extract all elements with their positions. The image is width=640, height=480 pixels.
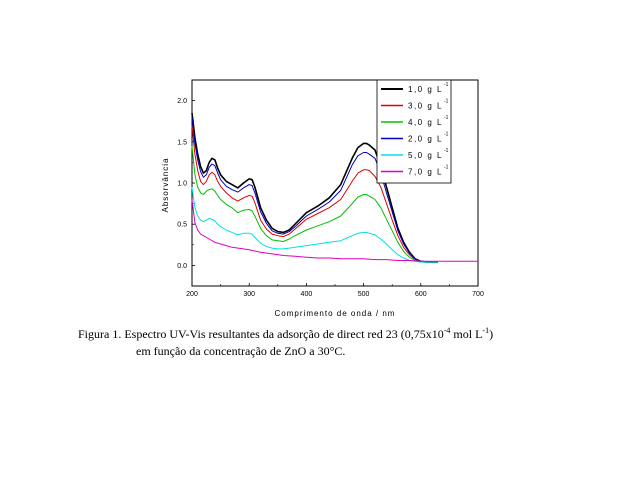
legend-label-5: 5,0 g L (408, 151, 443, 160)
series-line-1 (191, 112, 438, 263)
legend: 1,0 g L -13,0 g L -14,0 g L -12,0 g L -15,0 … (376, 79, 452, 184)
y-tick-label: 2.0 (177, 98, 187, 105)
legend-label-1: 1,0 g L (408, 85, 443, 94)
plot-area: 200 300 400 500 600 700 0.0 0.5 1.0 1.5 2.0 (177, 79, 484, 298)
caption-line1: Figura 1. Espectro UV-Vis resultantes da… (78, 326, 494, 341)
x-tick-label: 700 (472, 291, 484, 298)
legend-sup-5: -1 (444, 148, 449, 154)
legend-label-2: 3,0 g L (408, 102, 443, 111)
caption-line2: em função da concentração de ZnO a 30°C. (136, 344, 346, 358)
x-tick-label: 200 (186, 291, 198, 298)
y-tick-label: 0.5 (177, 222, 187, 229)
series-line-5 (191, 187, 438, 263)
figure-caption: Figura 1. Espectro UV-Vis resultantes da… (78, 322, 598, 360)
legend-label-6: 7,0 g L (408, 168, 443, 177)
legend-sup-3: -1 (444, 115, 449, 121)
legend-label-4: 2,0 g L (408, 135, 443, 144)
series-line-3 (191, 145, 438, 263)
series-line-2 (191, 125, 438, 263)
x-tick-label: 400 (301, 291, 313, 298)
uv-vis-chart: 200 300 400 500 600 700 0.0 0.5 1.0 1.5 2.0 1,0 g … (161, 79, 484, 318)
y-tick-label: 0.0 (177, 263, 187, 270)
y-tick-label: 1.0 (177, 181, 187, 188)
legend-label-3: 4,0 g L (408, 118, 443, 127)
x-axis-label: Comprimento de onda / nm (275, 309, 396, 318)
y-tick-label: 1.5 (177, 139, 187, 146)
x-tick-label: 300 (243, 291, 255, 298)
x-tick-label: 600 (415, 291, 427, 298)
y-axis-label: Absorvância (161, 157, 170, 212)
legend-sup-4: -1 (444, 132, 449, 138)
legend-box (376, 79, 452, 184)
legend-sup-1: -1 (444, 82, 449, 88)
legend-sup-6: -1 (444, 165, 449, 171)
series-line-6 (191, 199, 478, 262)
series-line-4 (191, 117, 438, 263)
x-tick-label: 500 (358, 291, 370, 298)
legend-sup-2: -1 (444, 99, 449, 105)
